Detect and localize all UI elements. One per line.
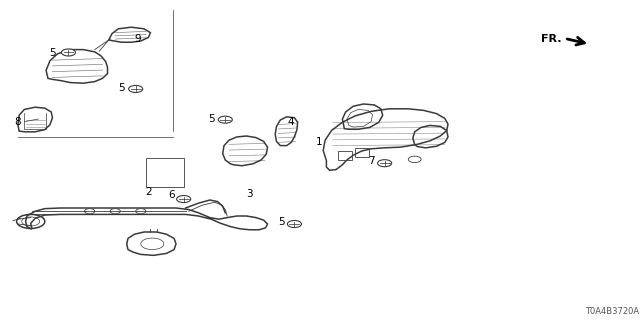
Text: 3: 3 [246, 188, 253, 199]
Bar [338, 151, 352, 160]
Text: 5: 5 [208, 114, 214, 124]
Text: 5: 5 [118, 83, 125, 93]
Text: 8: 8 [15, 116, 21, 127]
Text: 7: 7 [368, 156, 374, 166]
Circle shape [408, 156, 421, 163]
Text: 2: 2 [145, 187, 152, 197]
Text: T0A4B3720A: T0A4B3720A [584, 307, 639, 316]
Text: 9: 9 [134, 34, 141, 44]
Bar [355, 148, 369, 157]
Bar [146, 158, 184, 187]
Circle shape [378, 160, 392, 167]
Circle shape [61, 49, 76, 56]
Circle shape [129, 85, 143, 92]
Text: 6: 6 [168, 189, 175, 200]
Text: 4: 4 [288, 116, 294, 127]
Text: 5: 5 [278, 217, 285, 228]
Text: 5: 5 [49, 48, 56, 58]
Text: FR.: FR. [541, 34, 562, 44]
Circle shape [110, 209, 120, 214]
Text: 1: 1 [316, 137, 322, 148]
Circle shape [177, 196, 191, 203]
Circle shape [287, 220, 301, 228]
Circle shape [84, 209, 95, 214]
Circle shape [218, 116, 232, 123]
Circle shape [136, 209, 146, 214]
